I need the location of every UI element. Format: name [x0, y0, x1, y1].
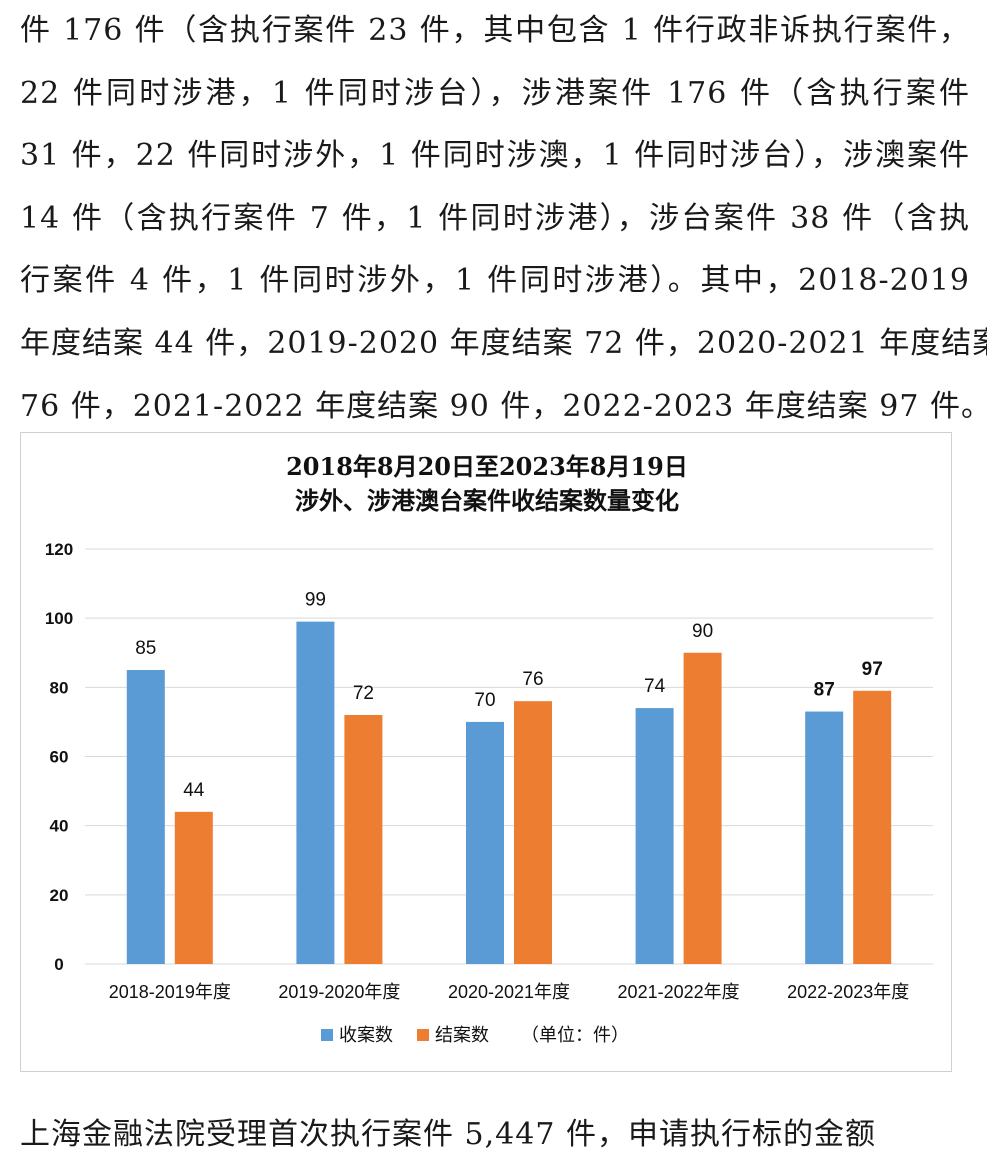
gridlines [85, 548, 933, 965]
bar-received [805, 711, 844, 964]
data-label: 85 [135, 638, 156, 659]
legend-label: 结案数 [435, 1025, 489, 1045]
bar-received [126, 670, 165, 964]
data-label: 99 [305, 590, 326, 611]
data-label: 74 [644, 676, 666, 697]
x-axis-categories: 2018-2019年度 2019-2020年度 2020-2021年度 2021-20… [109, 982, 909, 1002]
bars [126, 621, 892, 964]
bar-closed [853, 690, 892, 964]
bar-received [635, 708, 674, 964]
y-axis-ticks: 0 20 40 60 80 100 120 [45, 540, 73, 974]
paragraph-line: 件 176 件（含执行案件 23 件，其中包含 1 件行政非诉执行案件， [20, 13, 970, 48]
chart-title: 2018年8月20日至2023年8月19日 [286, 452, 688, 481]
legend: 收案数 结案数 （单位：件） [321, 1025, 629, 1045]
y-tick-label: 60 [50, 748, 69, 767]
bar-closed [174, 811, 213, 964]
data-label: 70 [474, 690, 495, 711]
bar-received [466, 721, 504, 964]
x-category-label: 2018-2019年度 [109, 982, 231, 1002]
paragraph-line: 行案件 4 件，1 件同时涉外，1 件同时涉港）。其中，2018-2019 [20, 263, 970, 299]
data-label: 90 [692, 621, 713, 642]
bottom-paragraph: 上海金融法院受理首次执行案件 5,447 件，申请执行标的金额 [20, 1117, 876, 1152]
legend-swatch [417, 1029, 429, 1041]
y-tick-label: 20 [50, 886, 69, 905]
y-tick-label: 40 [50, 817, 69, 836]
paragraph-line: 22 件同时涉港，1 件同时涉台），涉港案件 176 件（含执行案件 [20, 75, 970, 111]
bar-closed [683, 652, 722, 964]
chart-container: 2018年8月20日至2023年8月19日 涉外、涉港澳台案件收结案数量变化 0… [20, 432, 952, 1072]
data-label: 44 [183, 780, 205, 801]
x-category-label: 2021-2022年度 [618, 982, 740, 1002]
data-label: 76 [522, 669, 543, 690]
paragraph-line: 年度结案 44 件，2019-2020 年度结案 72 件，2020-2021 … [20, 325, 987, 361]
bar-closed [344, 715, 383, 964]
unit-note: （单位：件） [521, 1025, 629, 1045]
paragraph-line: 76 件，2021-2022 年度结案 90 件，2022-2023 年度结案 … [20, 388, 987, 424]
bar-received [296, 621, 335, 964]
y-tick-label: 100 [45, 609, 73, 628]
paragraph-line: 31 件，22 件同时涉外，1 件同时涉澳，1 件同时涉台），涉澳案件 [20, 138, 970, 174]
paragraph-line: 14 件（含执行案件 7 件，1 件同时涉港），涉台案件 38 件（含执 [20, 200, 970, 236]
top-paragraph: 件 176 件（含执行案件 23 件，其中包含 1 件行政非诉执行案件， 22 … [20, 0, 987, 438]
data-label: 97 [862, 659, 883, 680]
x-category-label: 2022-2023年度 [787, 982, 909, 1002]
legend-label: 收案数 [339, 1025, 393, 1045]
y-tick-label: 0 [54, 955, 63, 974]
data-labels: 85 44 99 72 70 76 74 90 87 97 [135, 590, 883, 801]
y-tick-label: 80 [50, 678, 69, 697]
y-tick-label: 120 [45, 540, 73, 559]
legend-swatch [321, 1029, 333, 1041]
x-category-label: 2019-2020年度 [278, 982, 400, 1002]
bar-chart: 2018年8月20日至2023年8月19日 涉外、涉港澳台案件收结案数量变化 0… [45, 452, 933, 1045]
data-label: 87 [814, 680, 835, 701]
x-category-label: 2020-2021年度 [448, 982, 570, 1002]
bar-closed [514, 701, 552, 964]
chart-subtitle: 涉外、涉港澳台案件收结案数量变化 [295, 486, 679, 515]
data-label: 72 [353, 683, 374, 704]
